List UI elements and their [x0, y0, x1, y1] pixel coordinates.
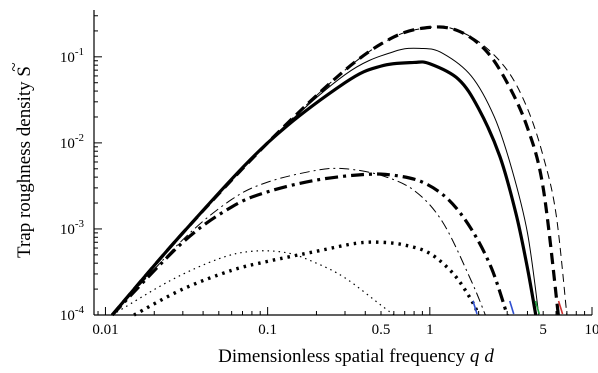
- y-axis-tilde: ~: [4, 62, 23, 71]
- x-axis-title-text: Dimensionless spatial frequency: [218, 346, 470, 367]
- series-line-thin-dashed: [111, 25, 568, 316]
- baseline-marker: [534, 300, 541, 315]
- x-axis-var-q: q: [470, 346, 480, 367]
- y-tick-label: 10-4: [60, 304, 85, 324]
- curves-group: [110, 25, 568, 317]
- x-tick-label: 0.01: [92, 322, 118, 338]
- y-tick-label: 10-2: [60, 132, 84, 152]
- y-tick-label: 10-1: [60, 46, 84, 66]
- axes-group: [93, 10, 592, 316]
- x-tick-label: 5: [539, 322, 547, 338]
- x-ticks-group: 0.01 0.1 0.5 1 5 10: [92, 307, 598, 338]
- x-axis-var-d: d: [484, 346, 494, 367]
- x-tick-label: 0.1: [258, 322, 277, 338]
- series-line-thin-dashdot: [111, 167, 486, 316]
- series-line-thick-dashdot: [111, 172, 509, 317]
- y-tick-label: 10-3: [60, 218, 85, 238]
- y-ticks-group: 10-1 10-2 10-3 10-4: [60, 15, 102, 324]
- series-line-thick-dotted: [133, 240, 481, 317]
- y-axis-title-group: Trap roughness density S ~: [4, 62, 35, 258]
- baseline-marker: [508, 300, 515, 315]
- markers-group: [472, 300, 564, 315]
- baseline-marker: [472, 300, 478, 315]
- y-axis-title: Trap roughness density S: [14, 66, 35, 258]
- series-line-thick-solid: [110, 60, 538, 317]
- baseline-marker: [557, 300, 564, 315]
- x-tick-label: 10: [585, 322, 598, 338]
- series-line-thin-dotted: [111, 250, 395, 316]
- y-axis-symbol-S: S: [14, 66, 35, 77]
- x-tick-label: 1: [426, 322, 434, 338]
- x-tick-label: 0.5: [372, 322, 391, 338]
- y-axis-title-text: Trap roughness density: [14, 77, 35, 258]
